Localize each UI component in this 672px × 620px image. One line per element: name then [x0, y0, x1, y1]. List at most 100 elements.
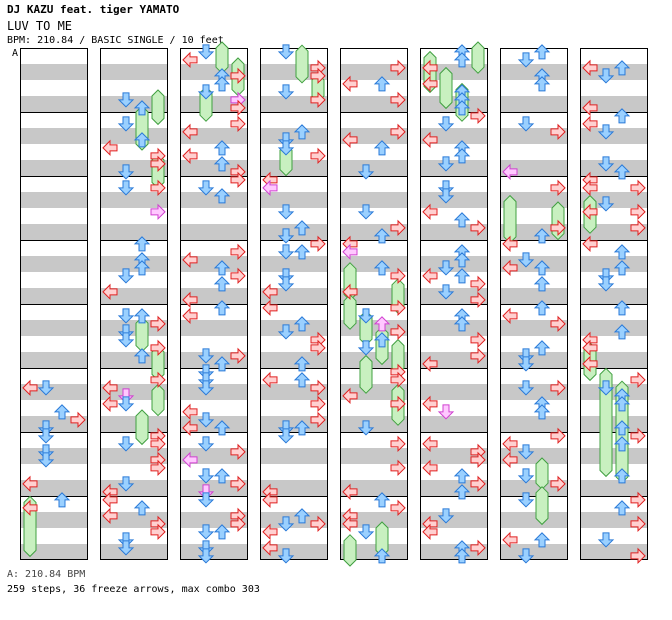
step-arrow — [277, 428, 295, 444]
step-arrow — [182, 51, 198, 69]
step-arrow — [102, 379, 118, 397]
step-arrow — [373, 76, 391, 92]
step-arrow — [597, 196, 615, 212]
step-arrow — [390, 299, 406, 317]
step-arrow — [277, 324, 295, 340]
step-arrow — [437, 404, 455, 420]
step-arrow — [277, 140, 295, 156]
step-arrow — [533, 76, 551, 92]
step-arrow — [293, 420, 311, 436]
beat-stripe — [340, 160, 408, 176]
step-arrow — [597, 532, 615, 548]
step-arrow — [533, 340, 551, 356]
step-arrow — [613, 108, 631, 124]
beat-stripe — [100, 224, 168, 240]
step-arrow — [630, 547, 646, 565]
chart-column-border — [100, 48, 168, 560]
step-arrow — [390, 395, 406, 413]
beat-stripe — [20, 448, 88, 464]
step-arrow — [182, 147, 198, 165]
step-arrow — [197, 436, 215, 452]
step-arrow — [213, 300, 231, 316]
song-title: LUV TO ME — [7, 19, 73, 33]
step-arrow — [357, 204, 375, 220]
step-arrow — [230, 347, 246, 365]
step-arrow — [373, 140, 391, 156]
step-arrow — [213, 468, 231, 484]
step-arrow — [517, 548, 535, 564]
step-arrow — [117, 116, 135, 132]
step-arrow — [422, 131, 438, 149]
step-arrow — [293, 356, 311, 372]
step-arrow — [470, 347, 486, 365]
step-arrow — [582, 59, 598, 77]
step-arrow — [613, 60, 631, 76]
beat-stripe — [180, 224, 248, 240]
step-arrow — [613, 396, 631, 412]
beat-stripe — [580, 288, 648, 304]
step-arrow — [470, 539, 486, 557]
step-arrow — [437, 188, 455, 204]
step-arrow — [390, 267, 406, 285]
beat-stripe — [180, 384, 248, 400]
step-arrow — [277, 244, 295, 260]
step-arrow — [630, 515, 646, 533]
step-arrow — [117, 164, 135, 180]
freeze-arrow — [599, 367, 613, 478]
step-arrow — [230, 443, 246, 461]
step-arrow — [630, 371, 646, 389]
step-arrow — [310, 395, 326, 413]
step-arrow — [213, 524, 231, 540]
step-arrow — [230, 475, 246, 493]
step-arrow — [213, 356, 231, 372]
step-arrow — [342, 283, 358, 301]
chart-column-border — [340, 48, 408, 560]
step-arrow — [150, 371, 166, 389]
step-arrow — [422, 435, 438, 453]
step-arrow — [422, 267, 438, 285]
step-arrow — [133, 236, 151, 252]
step-arrow — [230, 267, 246, 285]
step-arrow — [422, 523, 438, 541]
step-arrow — [117, 268, 135, 284]
step-arrow — [582, 339, 598, 357]
step-arrow — [293, 316, 311, 332]
step-arrow — [310, 379, 326, 397]
step-arrow — [150, 315, 166, 333]
step-arrow — [342, 483, 358, 501]
step-arrow — [422, 75, 438, 93]
step-arrow — [470, 331, 486, 349]
step-arrow — [102, 507, 118, 525]
step-arrow — [582, 179, 598, 197]
beat-stripe — [20, 352, 88, 368]
step-arrow — [533, 260, 551, 276]
step-arrow — [277, 204, 295, 220]
beat-stripe — [580, 128, 648, 144]
step-arrow — [213, 260, 231, 276]
step-arrow — [533, 300, 551, 316]
step-arrow — [197, 348, 215, 364]
beat-stripe — [500, 416, 568, 432]
step-arrow — [533, 228, 551, 244]
step-arrow — [342, 387, 358, 405]
step-arrow — [293, 244, 311, 260]
step-arrow — [533, 44, 551, 60]
beat-stripe — [580, 256, 648, 272]
chart-column-border — [420, 48, 488, 560]
step-arrow — [197, 380, 215, 396]
beat-stripe — [340, 448, 408, 464]
step-arrow — [437, 156, 455, 172]
beat-stripe — [260, 224, 328, 240]
step-arrow — [630, 179, 646, 197]
step-arrow — [310, 147, 326, 165]
beat-stripe — [260, 192, 328, 208]
beat-stripe — [20, 544, 88, 560]
step-arrow — [230, 99, 246, 117]
freeze-arrow — [439, 66, 453, 110]
step-arrow — [310, 235, 326, 253]
speed-line: A: 210.84 BPM — [7, 569, 86, 580]
step-arrow — [550, 315, 566, 333]
step-arrow — [293, 220, 311, 236]
freeze-arrow — [471, 41, 485, 74]
chart-column-border — [580, 48, 648, 560]
